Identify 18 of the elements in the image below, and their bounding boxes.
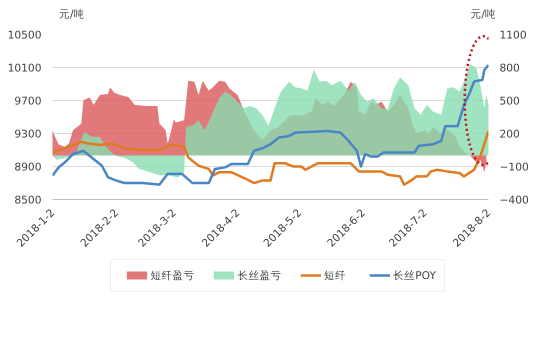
y-tick-label: 8900	[14, 160, 42, 174]
y2-tick-label: −400	[500, 194, 529, 206]
legend-label: 长丝盈亏	[237, 269, 282, 282]
legend-label: 短纤盈亏	[150, 269, 194, 282]
y2-tick-label: 1100	[500, 28, 527, 42]
y-tick-label: 9300	[14, 128, 42, 140]
y-tick-label: 8500	[14, 194, 42, 206]
y-tick-label: 10100	[8, 62, 42, 74]
y2-tick-label: 500	[500, 94, 520, 108]
y-tick-label: 9700	[14, 94, 42, 108]
y2-axis-title: 元/吨	[470, 8, 496, 20]
y2-tick-label: 800	[500, 62, 520, 74]
legend-label: 长丝POY	[393, 269, 436, 282]
y-tick-label: 10500	[8, 28, 42, 42]
legend-label: 短纤	[324, 269, 346, 282]
y2-tick-label: 200	[500, 128, 520, 140]
y-axis-title: 元/吨	[59, 8, 85, 20]
y2-tick-label: −100	[500, 160, 529, 174]
